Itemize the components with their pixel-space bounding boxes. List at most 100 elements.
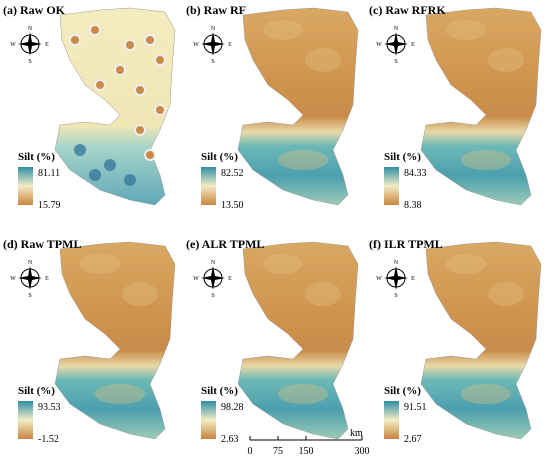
scale-unit: km xyxy=(350,428,363,439)
compass-e: E xyxy=(228,276,232,282)
compass-w: W xyxy=(193,276,199,282)
legend-max: 91.51 xyxy=(404,402,427,413)
legend-bar xyxy=(18,401,33,439)
compass: N S W E xyxy=(376,260,415,299)
compass-w: W xyxy=(193,42,199,48)
compass-star xyxy=(384,266,408,290)
texture xyxy=(305,48,341,72)
texture xyxy=(95,384,145,404)
legend-max: 82.52 xyxy=(221,168,244,179)
texture xyxy=(488,282,524,306)
legend-min: 2.63 xyxy=(221,434,239,445)
legend-min: 2.67 xyxy=(404,434,422,445)
compass: N S W E xyxy=(376,26,415,65)
compass-w: W xyxy=(376,276,382,282)
texture xyxy=(278,150,328,170)
legend-title: Silt (%) xyxy=(18,385,55,397)
compass-s: S xyxy=(394,293,397,299)
compass-star xyxy=(18,32,42,56)
hotspot xyxy=(74,144,86,156)
hotspot xyxy=(154,54,166,66)
hotspot xyxy=(89,169,101,181)
legend-bar xyxy=(384,401,399,439)
compass-e: E xyxy=(411,42,415,48)
panel-title: (a) Raw OK xyxy=(3,3,66,17)
hotspot xyxy=(69,34,81,46)
legend-min: 15.79 xyxy=(38,200,61,211)
region-map xyxy=(420,241,542,440)
panel-title: (b) Raw RF xyxy=(186,3,246,17)
texture xyxy=(278,384,328,404)
hotspot xyxy=(154,104,166,116)
legend-max: 93.53 xyxy=(38,402,61,413)
legend-max: 98.28 xyxy=(221,402,244,413)
legend-bar xyxy=(18,167,33,205)
compass-s: S xyxy=(394,59,397,65)
hotspot xyxy=(89,24,101,36)
scale-bar: 0 75 150 300 km xyxy=(248,428,370,457)
compass-n: N xyxy=(28,26,33,32)
legend-title: Silt (%) xyxy=(201,385,238,397)
compass-n: N xyxy=(211,260,216,266)
region-map xyxy=(420,7,542,206)
map-panel: (b) Raw RF N S W E Silt (%) 82.52 13.50 xyxy=(186,3,359,211)
legend-title: Silt (%) xyxy=(201,151,238,163)
compass: N S W E xyxy=(10,260,49,299)
map-panel: (f) ILR TPML N S W E Silt (%) 91.51 2.67 xyxy=(369,237,542,445)
scale-label: 75 xyxy=(273,446,283,457)
texture xyxy=(488,48,524,72)
compass-e: E xyxy=(45,276,49,282)
hotspot xyxy=(114,64,126,76)
compass-s: S xyxy=(211,59,214,65)
legend-max: 84.33 xyxy=(404,168,427,179)
texture xyxy=(461,384,511,404)
texture xyxy=(263,254,303,274)
compass-w: W xyxy=(10,42,16,48)
compass-n: N xyxy=(211,26,216,32)
texture xyxy=(305,282,341,306)
compass-w: W xyxy=(376,42,382,48)
panel-title: (e) ALR TPML xyxy=(186,237,264,251)
compass: N S W E xyxy=(193,260,232,299)
compass-star xyxy=(201,32,225,56)
scale-label: 300 xyxy=(355,446,370,457)
legend-bar xyxy=(384,167,399,205)
compass-n: N xyxy=(394,26,399,32)
hotspot xyxy=(124,174,136,186)
scale-label: 150 xyxy=(299,446,314,457)
panel-title: (c) Raw RFRK xyxy=(369,3,446,17)
legend-bar xyxy=(201,167,216,205)
texture xyxy=(461,150,511,170)
texture xyxy=(80,254,120,274)
texture xyxy=(263,20,303,40)
hotspot xyxy=(134,84,146,96)
region-map xyxy=(237,7,359,206)
legend-max: 81.11 xyxy=(38,168,60,179)
compass-w: W xyxy=(10,276,16,282)
legend-title: Silt (%) xyxy=(18,151,55,163)
map-panel: (a) Raw OK N S W E Silt (%) 81.11 15.79 xyxy=(3,3,176,211)
map-panel: (e) ALR TPML N S W E Silt (%) 98.28 2.63 xyxy=(186,237,359,445)
compass-s: S xyxy=(28,293,31,299)
texture xyxy=(446,254,486,274)
hotspot xyxy=(134,124,146,136)
compass-n: N xyxy=(394,260,399,266)
scale-label: 0 xyxy=(248,446,253,457)
texture xyxy=(446,20,486,40)
compass-s: S xyxy=(211,293,214,299)
texture xyxy=(122,282,158,306)
compass-n: N xyxy=(28,260,33,266)
hotspot xyxy=(144,149,156,161)
hotspot xyxy=(94,79,106,91)
region-map xyxy=(237,241,359,440)
map-panel: (d) Raw TPML N S W E Silt (%) 93.53 -1.52 xyxy=(3,237,176,445)
legend-min: 13.50 xyxy=(221,200,244,211)
legend-title: Silt (%) xyxy=(384,385,421,397)
legend-bar xyxy=(201,401,216,439)
compass-e: E xyxy=(228,42,232,48)
region-map xyxy=(54,241,176,440)
compass-star xyxy=(384,32,408,56)
legend-min: 8.38 xyxy=(404,200,422,211)
panel-title: (d) Raw TPML xyxy=(3,237,81,251)
